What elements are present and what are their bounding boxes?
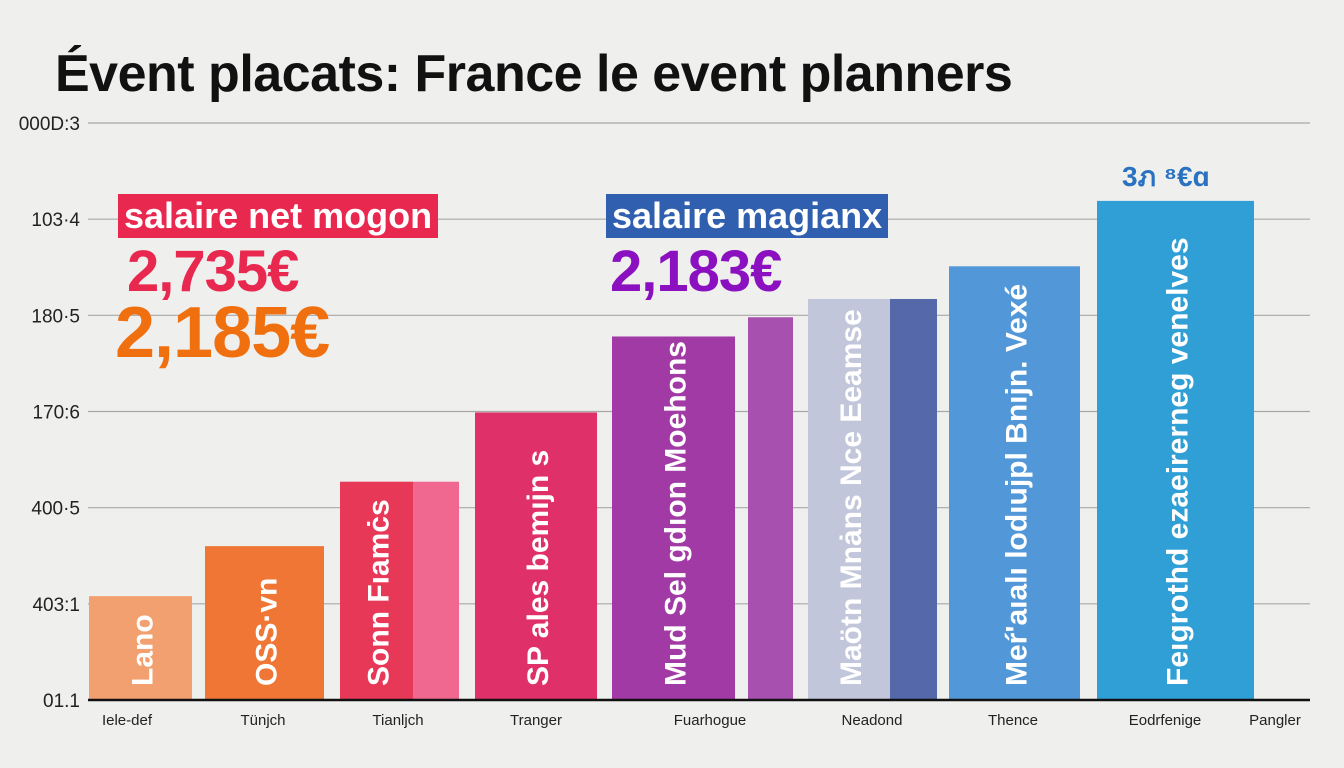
bar xyxy=(612,336,735,700)
salary-label-right: salaire magianx xyxy=(606,194,889,238)
y-tick-label: 170:6 xyxy=(32,403,80,424)
bar-label: Meŕ'aıalı lodıujpl Bnıjn. Vexé xyxy=(1001,284,1034,686)
x-tick-label: Neadond xyxy=(842,712,903,729)
x-tick-label: Iele-def xyxy=(102,712,153,729)
bar xyxy=(205,546,324,700)
bar-label: Mud Sel gdıon Moehons xyxy=(660,341,693,686)
x-tick-label: Tianljch xyxy=(372,712,423,729)
y-tick-label: 400·5 xyxy=(31,499,80,520)
bar-label: SP ales bemıjn s xyxy=(522,450,555,686)
bar-label: OSS·vn xyxy=(251,578,284,686)
x-tick-label: Tranger xyxy=(510,712,562,729)
value-purple: 2,183€ xyxy=(610,239,782,304)
bar xyxy=(475,412,597,700)
bar xyxy=(89,596,192,700)
x-tick-label: Thence xyxy=(988,712,1038,729)
y-tick-label: 103·4 xyxy=(31,210,80,231)
bar-label: Maötn Mnȧns Nce Eeamse xyxy=(835,309,868,686)
bar xyxy=(949,266,1080,700)
y-tick-label: 000D:3 xyxy=(19,114,80,135)
bar-label: Sonn Fıamċs xyxy=(363,499,396,686)
x-tick-label: Tünjch xyxy=(240,712,285,729)
y-tick-label: 01.1 xyxy=(43,691,80,712)
y-tick-label: 403:1 xyxy=(32,595,80,616)
bar xyxy=(340,481,413,700)
y-tick-label: 180·5 xyxy=(31,306,80,327)
x-tick-label: Pangler xyxy=(1249,712,1301,729)
bar xyxy=(1097,200,1254,700)
bar-extra xyxy=(748,317,793,700)
bar-label: Lano xyxy=(127,614,160,686)
salary-label-left: salaire net mogon xyxy=(118,194,439,238)
bar xyxy=(808,298,890,700)
x-tick-label: Fuarhogue xyxy=(674,712,747,729)
value-red: 2,735€ xyxy=(127,239,299,304)
value-orange: 2,185€ xyxy=(115,293,330,373)
chart-title: Évent placats: France le event planners xyxy=(55,45,1013,103)
bar-segment xyxy=(890,298,937,700)
bar-label: Feıgrothd ezaeirerneg venelves xyxy=(1162,237,1195,686)
bar-segment xyxy=(413,481,459,700)
top-bar-label: 3ภ ⁸€ɑ xyxy=(1122,161,1210,192)
x-tick-label: Eodrfenige xyxy=(1129,712,1202,729)
